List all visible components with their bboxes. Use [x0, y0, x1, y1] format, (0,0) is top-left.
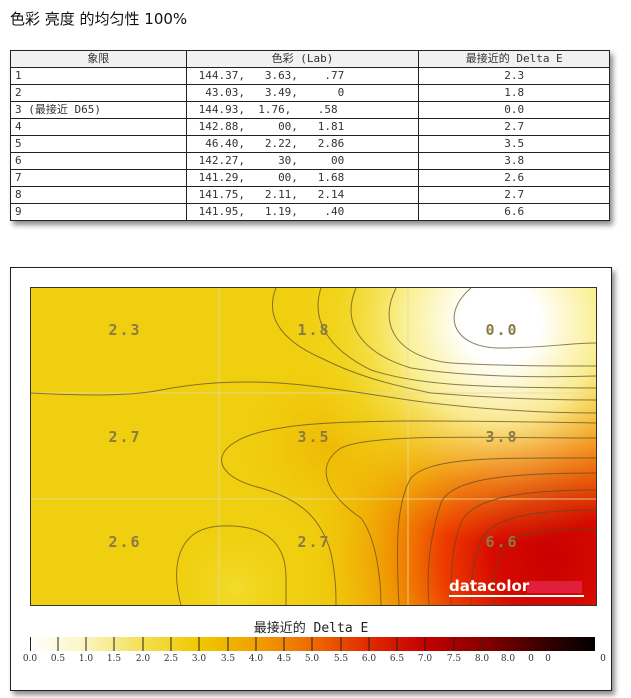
cell-quadrant: 2 — [10, 84, 187, 102]
heatmap-graphic — [31, 288, 596, 605]
tick-label: 0 — [600, 654, 606, 664]
cell-lab: 141.29, 00, 1.68 — [185, 169, 420, 187]
quadrant-label-6: 3.8 — [485, 428, 519, 446]
cell-lab: 141.75, 2.11, 2.14 — [185, 186, 420, 204]
tick-label: 2.5 — [163, 654, 179, 664]
tick-label: 7.5 — [446, 654, 462, 664]
table-row: 3 (最接近 D65) 144.93, 1.76, .58 0.0 — [10, 101, 610, 119]
cell-delta-e: 2.7 — [418, 118, 610, 136]
quadrant-label-3: 0.0 — [485, 321, 519, 339]
quadrant-label-4: 2.7 — [108, 428, 142, 446]
page-title: 色彩 亮度 的均匀性 100% — [10, 10, 188, 28]
quadrant-label-5: 3.5 — [297, 428, 331, 446]
table-row: 8 141.75, 2.11, 2.14 2.7 — [10, 186, 610, 204]
logo-bar — [527, 581, 582, 593]
header-quadrant: 象限 — [10, 50, 187, 68]
colorbar-title: 最接近的 Delta E — [253, 621, 369, 636]
cell-lab: 46.40, 2.22, 2.86 — [185, 135, 420, 153]
tick-label: 1.0 — [78, 654, 94, 664]
colorbar-ticks: 0.0 0.5 1.0 1.5 2.0 2.5 3.0 3.5 4.0 4.5 … — [11, 654, 611, 668]
tick-label: 8.0 — [474, 654, 490, 664]
logo-underline — [449, 595, 584, 597]
quadrant-label-1: 2.3 — [108, 321, 142, 339]
quadrant-label-8: 2.7 — [297, 533, 331, 551]
table-row: 6 142.27, 30, 00 3.8 — [10, 152, 610, 170]
cell-lab: 144.37, 3.63, .77 — [185, 67, 420, 85]
tick-label: 5.0 — [304, 654, 320, 664]
tick-label: 5.5 — [333, 654, 349, 664]
cell-quadrant: 3 (最接近 D65) — [10, 101, 187, 119]
cell-lab: 144.93, 1.76, .58 — [185, 101, 420, 119]
tick-label: 6.0 — [361, 654, 377, 664]
cell-quadrant: 7 — [10, 169, 187, 187]
tick-label: 8.0 — [500, 654, 516, 664]
cell-delta-e: 3.8 — [418, 152, 610, 170]
cell-quadrant: 1 — [10, 67, 187, 85]
quadrant-label-7: 2.6 — [108, 533, 142, 551]
tick-label: 2.0 — [135, 654, 151, 664]
tick-label: 3.0 — [191, 654, 207, 664]
header-lab: 色彩 (Lab) — [185, 50, 420, 68]
cell-lab: 43.03, 3.49, 0 — [185, 84, 420, 102]
cell-delta-e: 2.7 — [418, 186, 610, 204]
uniformity-chart-panel: 2.3 1.8 0.0 2.7 3.5 3.8 2.6 2.7 6.6 data… — [10, 267, 612, 691]
cell-quadrant: 6 — [10, 152, 187, 170]
table-row: 4 142.88, 00, 1.81 2.7 — [10, 118, 610, 136]
header-delta-e: 最接近的 Delta E — [418, 50, 610, 68]
cell-delta-e: 2.6 — [418, 169, 610, 187]
cell-delta-e: 6.6 — [418, 203, 610, 221]
tick-label: 4.5 — [276, 654, 292, 664]
cell-lab: 142.88, 00, 1.81 — [185, 118, 420, 136]
cell-quadrant: 9 — [10, 203, 187, 221]
table-header-row: 象限 色彩 (Lab) 最接近的 Delta E — [10, 50, 610, 68]
quadrant-label-9: 6.6 — [485, 533, 519, 551]
table-row: 1 144.37, 3.63, .77 2.3 — [10, 67, 610, 85]
cell-lab: 141.95, 1.19, .40 — [185, 203, 420, 221]
logo-text: datacolor — [449, 577, 530, 595]
tick-label: 4.0 — [248, 654, 264, 664]
colorbar — [30, 637, 595, 651]
cell-quadrant: 5 — [10, 135, 187, 153]
cell-delta-e: 2.3 — [418, 67, 610, 85]
datacolor-logo: datacolor — [449, 577, 584, 597]
cell-delta-e: 1.8 — [418, 84, 610, 102]
tick-label: 0.5 — [50, 654, 66, 664]
quadrant-label-2: 1.8 — [297, 321, 331, 339]
table-row: 2 43.03, 3.49, 0 1.8 — [10, 84, 610, 102]
cell-delta-e: 3.5 — [418, 135, 610, 153]
cell-delta-e: 0.0 — [418, 101, 610, 119]
uniformity-table: 象限 色彩 (Lab) 最接近的 Delta E 1 144.37, 3.63,… — [10, 50, 610, 221]
table-row: 7 141.29, 00, 1.68 2.6 — [10, 169, 610, 187]
cell-lab: 142.27, 30, 00 — [185, 152, 420, 170]
table-row: 5 46.40, 2.22, 2.86 3.5 — [10, 135, 610, 153]
tick-label: 0 — [545, 654, 551, 664]
tick-label: 6.5 — [389, 654, 405, 664]
cell-quadrant: 8 — [10, 186, 187, 204]
tick-label: 7.0 — [417, 654, 433, 664]
cell-quadrant: 4 — [10, 118, 187, 136]
tick-label: 0 — [528, 654, 534, 664]
tick-label: 0.0 — [22, 654, 38, 664]
tick-label: 3.5 — [220, 654, 236, 664]
tick-label: 1.5 — [106, 654, 122, 664]
table-row: 9 141.95, 1.19, .40 6.6 — [10, 203, 610, 221]
delta-e-heatmap: 2.3 1.8 0.0 2.7 3.5 3.8 2.6 2.7 6.6 data… — [30, 287, 597, 606]
